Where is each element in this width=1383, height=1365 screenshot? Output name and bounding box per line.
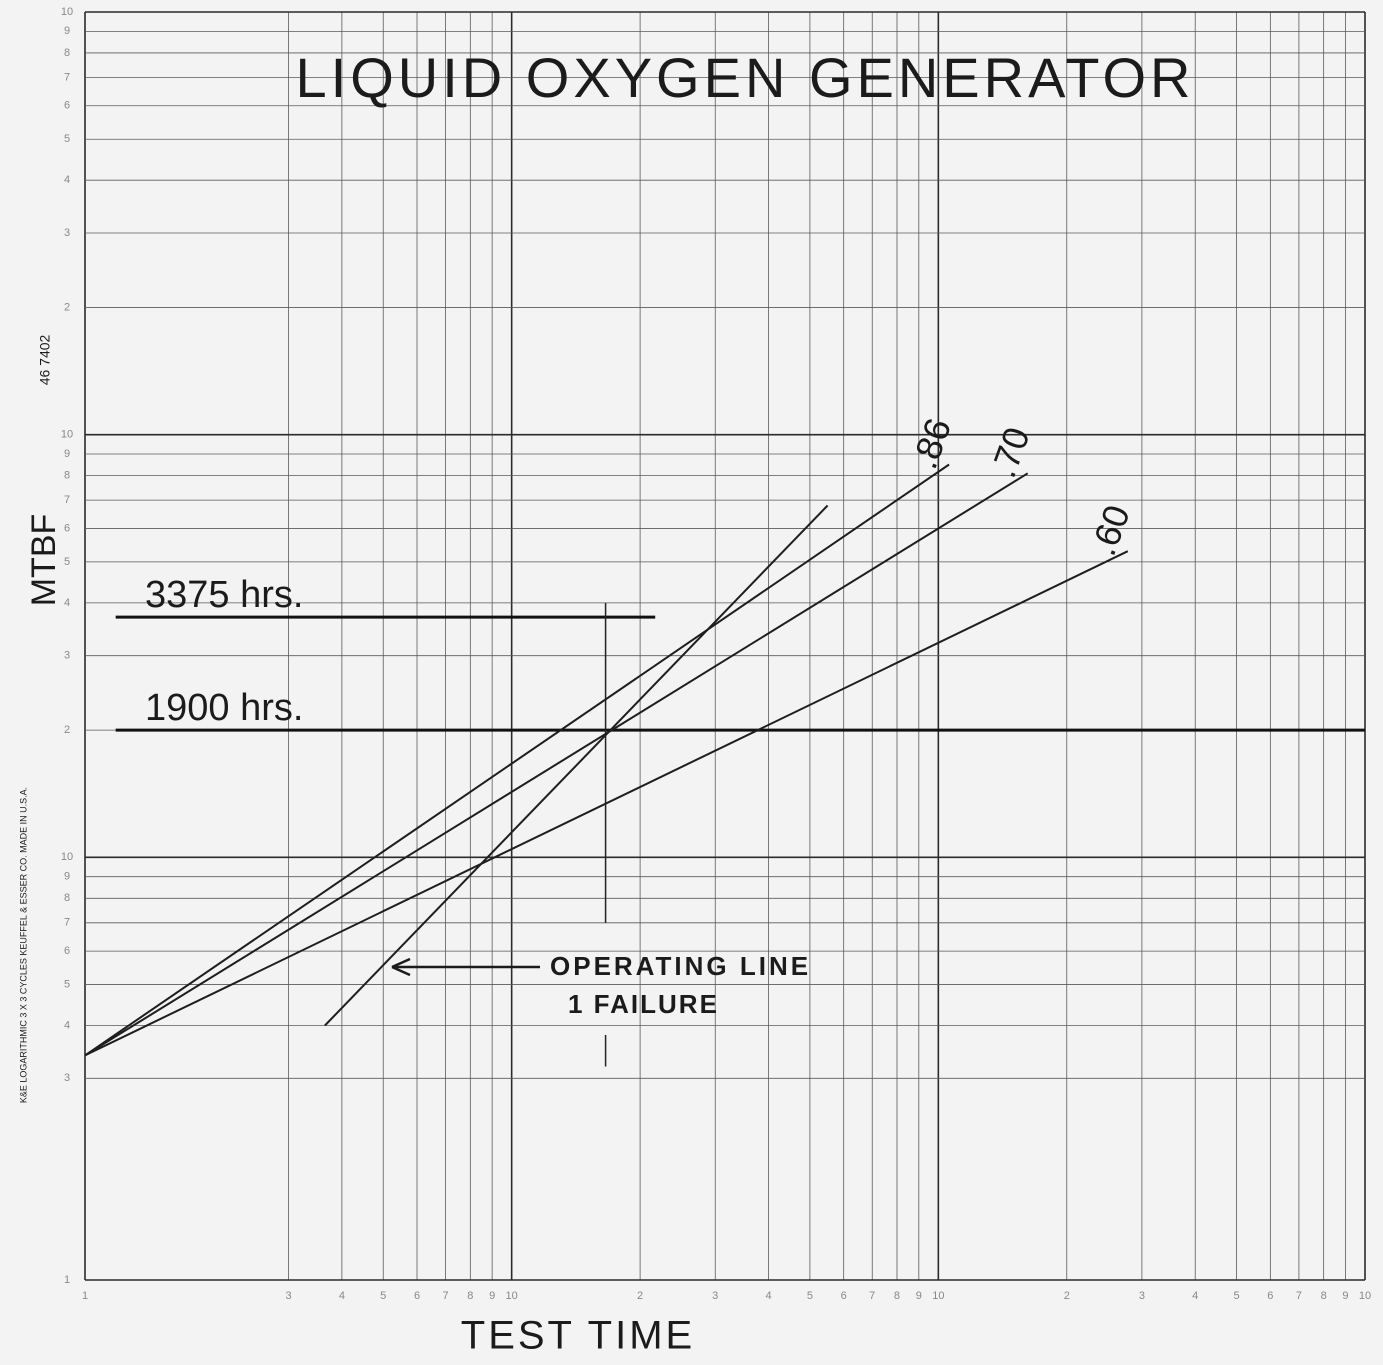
x-tick-label: 9 xyxy=(489,1290,495,1302)
x-tick-label: 1 xyxy=(82,1290,88,1302)
y-tick-label: 8 xyxy=(64,470,70,482)
grid xyxy=(84,11,1366,1281)
x-tick-label: 3 xyxy=(712,1290,718,1302)
x-tick-label: 7 xyxy=(869,1290,875,1302)
y-tick-label: 5 xyxy=(64,133,70,145)
y-tick-label: 10 xyxy=(61,6,73,18)
y-tick-label: 7 xyxy=(64,917,70,929)
x-tick-label: 4 xyxy=(1192,1290,1198,1302)
x-tick-label: 2 xyxy=(637,1290,643,1302)
x-tick-label: 5 xyxy=(1233,1290,1239,1302)
line-label: 1 FAILURE xyxy=(568,989,719,1019)
y-tick-label: 5 xyxy=(64,978,70,990)
y-tick-label: 10 xyxy=(61,429,73,441)
x-tick-label: 5 xyxy=(380,1290,386,1302)
y-tick-label: 2 xyxy=(64,724,70,736)
y-tick-label: 4 xyxy=(64,597,70,609)
y-tick-label: 6 xyxy=(64,945,70,957)
series-line xyxy=(84,472,1029,1057)
y-tick-label: 3 xyxy=(64,227,70,239)
x-tick-label: 5 xyxy=(807,1290,813,1302)
x-tick-label: 9 xyxy=(916,1290,922,1302)
y-tick-label: 10 xyxy=(61,851,73,863)
x-tick-label: 3 xyxy=(286,1290,292,1302)
y-tick-label: 6 xyxy=(64,100,70,112)
x-tick-label: 4 xyxy=(339,1290,345,1302)
line-label: OPERATING LINE xyxy=(550,951,811,981)
arrow xyxy=(391,957,540,977)
y-tick-label: 9 xyxy=(64,448,70,460)
x-tick-label: 8 xyxy=(1321,1290,1327,1302)
x-axis-title: TEST TIME xyxy=(461,1314,695,1358)
side-note: K&E LOGARITHMIC 3 X 3 CYCLES KEUFFEL & E… xyxy=(18,787,28,1103)
y-tick-label: 9 xyxy=(64,25,70,37)
x-tick-label: 8 xyxy=(467,1290,473,1302)
x-tick-label: 4 xyxy=(765,1290,771,1302)
y-tick-label: 7 xyxy=(64,71,70,83)
reference-label: 3375 hrs. xyxy=(145,574,303,616)
y-tick-label: 8 xyxy=(64,47,70,59)
x-tick-label: 6 xyxy=(1267,1290,1273,1302)
series-line xyxy=(84,550,1129,1057)
x-tick-label: 6 xyxy=(841,1290,847,1302)
y-tick-label: 4 xyxy=(64,174,70,186)
y-tick-label: 5 xyxy=(64,556,70,568)
y-tick-label: 4 xyxy=(64,1019,70,1031)
x-tick-label: 2 xyxy=(1064,1290,1070,1302)
y-tick-label: 9 xyxy=(64,871,70,883)
x-tick-label: 3 xyxy=(1139,1290,1145,1302)
x-tick-label: 6 xyxy=(414,1290,420,1302)
y-tick-label: 7 xyxy=(64,494,70,506)
x-tick-label: 9 xyxy=(1342,1290,1348,1302)
x-tick-label: 7 xyxy=(1296,1290,1302,1302)
x-tick-label: 10 xyxy=(932,1290,944,1302)
y-tick-label: 2 xyxy=(64,301,70,313)
y-tick-label: 3 xyxy=(64,1072,70,1084)
x-tick-label: 8 xyxy=(894,1290,900,1302)
x-tick-label: 10 xyxy=(506,1290,518,1302)
y-tick-label: 3 xyxy=(64,650,70,662)
series-line xyxy=(324,504,829,1027)
series-line xyxy=(84,463,950,1057)
y-tick-label: 1 xyxy=(64,1274,70,1286)
y-tick-label: 6 xyxy=(64,522,70,534)
reference-label: 1900 hrs. xyxy=(145,687,303,729)
x-tick-label: 10 xyxy=(1359,1290,1371,1302)
y-axis-title: MTBF xyxy=(25,514,63,607)
chart-title: LIQUID OXYGEN GENERATOR xyxy=(296,46,1195,109)
side-note: 46 7402 xyxy=(37,334,53,385)
x-tick-label: 7 xyxy=(443,1290,449,1302)
y-tick-label: 8 xyxy=(64,892,70,904)
